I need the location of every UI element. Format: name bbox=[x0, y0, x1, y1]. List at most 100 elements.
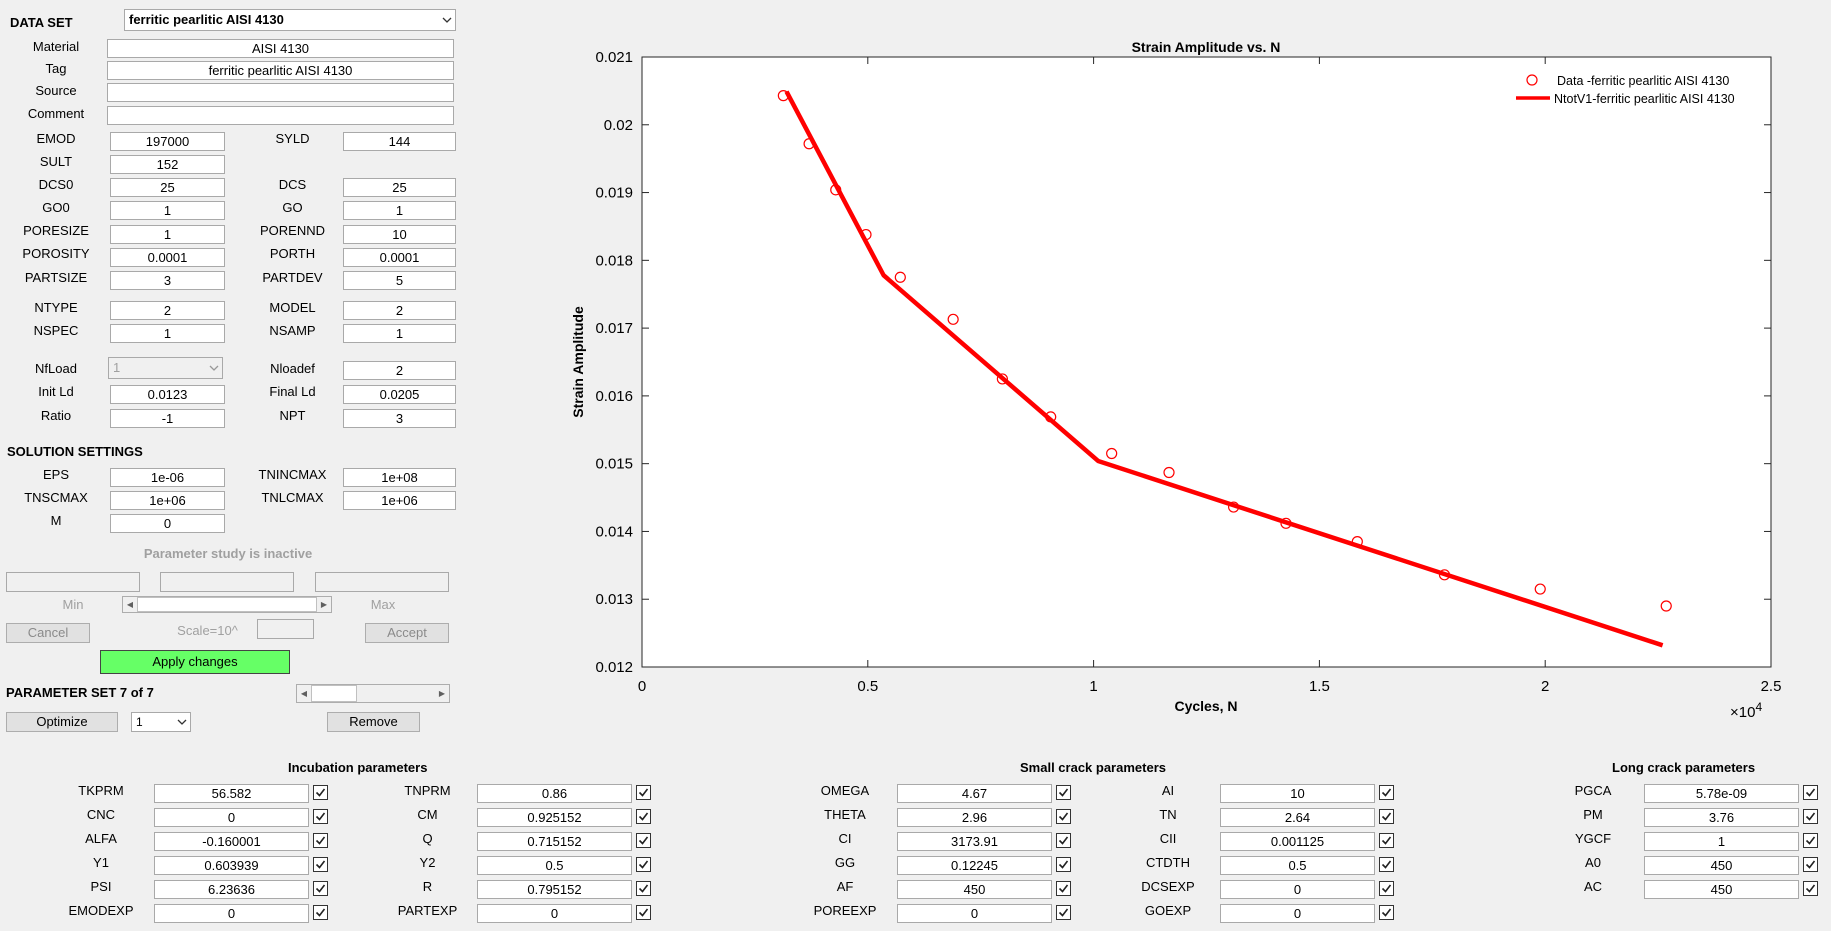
param-af-checkbox[interactable] bbox=[1056, 881, 1071, 896]
param-theta-checkbox[interactable] bbox=[1056, 809, 1071, 824]
sult-field[interactable]: 152 bbox=[110, 155, 225, 174]
param-gg-field[interactable]: 0.12245 bbox=[897, 856, 1052, 875]
nfload-dropdown[interactable]: 1 bbox=[108, 357, 223, 379]
param-dcsexp-field[interactable]: 0 bbox=[1220, 880, 1375, 899]
param-tnprm-field[interactable]: 0.86 bbox=[477, 784, 632, 803]
param-cm-field[interactable]: 0.925152 bbox=[477, 808, 632, 827]
arrow-left-icon[interactable]: ◀ bbox=[300, 689, 308, 698]
param-dcsexp-checkbox[interactable] bbox=[1379, 881, 1394, 896]
param-omega-checkbox[interactable] bbox=[1056, 785, 1071, 800]
nsamp-field[interactable]: 1 bbox=[343, 324, 456, 343]
param-cnc-field[interactable]: 0 bbox=[154, 808, 309, 827]
param-af-field[interactable]: 450 bbox=[897, 880, 1052, 899]
param-ygcf-field[interactable]: 1 bbox=[1644, 832, 1799, 851]
arrow-right-icon[interactable]: ▶ bbox=[320, 600, 328, 609]
param-ygcf-checkbox[interactable] bbox=[1803, 833, 1818, 848]
tnincmax-field[interactable]: 1e+08 bbox=[343, 468, 456, 487]
param-tnprm-checkbox[interactable] bbox=[636, 785, 651, 800]
source-field[interactable] bbox=[107, 83, 454, 102]
porth-field[interactable]: 0.0001 bbox=[343, 248, 456, 267]
scale-field[interactable] bbox=[257, 619, 314, 639]
param-alfa-field[interactable]: -0.160001 bbox=[154, 832, 309, 851]
param-y1-checkbox[interactable] bbox=[313, 857, 328, 872]
param-a0-field[interactable]: 450 bbox=[1644, 856, 1799, 875]
param-q-field[interactable]: 0.715152 bbox=[477, 832, 632, 851]
param-tkprm-field[interactable]: 56.582 bbox=[154, 784, 309, 803]
param-pm-field[interactable]: 3.76 bbox=[1644, 808, 1799, 827]
param-ci-checkbox[interactable] bbox=[1056, 833, 1071, 848]
cancel-button[interactable]: Cancel bbox=[6, 623, 90, 643]
param-cm-checkbox[interactable] bbox=[636, 809, 651, 824]
param-omega-field[interactable]: 4.67 bbox=[897, 784, 1052, 803]
param-partexp-field[interactable]: 0 bbox=[477, 904, 632, 923]
param-goexp-checkbox[interactable] bbox=[1379, 905, 1394, 920]
param-emodexp-field[interactable]: 0 bbox=[154, 904, 309, 923]
tnlcmax-field[interactable]: 1e+06 bbox=[343, 491, 456, 510]
final-ld-field[interactable]: 0.0205 bbox=[343, 385, 456, 404]
partdev-field[interactable]: 5 bbox=[343, 271, 456, 290]
param-tkprm-checkbox[interactable] bbox=[313, 785, 328, 800]
param-cii-checkbox[interactable] bbox=[1379, 833, 1394, 848]
tag-field[interactable]: ferritic pearlitic AISI 4130 bbox=[107, 61, 454, 80]
param-psi-checkbox[interactable] bbox=[313, 881, 328, 896]
parameter-set-dropdown[interactable]: 1 bbox=[131, 712, 191, 732]
param-theta-field[interactable]: 2.96 bbox=[897, 808, 1052, 827]
emod-field[interactable]: 197000 bbox=[110, 132, 225, 151]
param-ai-field[interactable]: 10 bbox=[1220, 784, 1375, 803]
param-y2-field[interactable]: 0.5 bbox=[477, 856, 632, 875]
parameter-set-slider[interactable]: ◀ ▶ bbox=[296, 684, 450, 703]
param-tn-field[interactable]: 2.64 bbox=[1220, 808, 1375, 827]
syld-field[interactable]: 144 bbox=[343, 132, 456, 151]
slider-thumb[interactable] bbox=[137, 597, 317, 612]
param-emodexp-checkbox[interactable] bbox=[313, 905, 328, 920]
param-study-value-field[interactable] bbox=[160, 572, 294, 592]
param-ac-field[interactable]: 450 bbox=[1644, 880, 1799, 899]
go-field[interactable]: 1 bbox=[343, 201, 456, 220]
m-field[interactable]: 0 bbox=[110, 514, 225, 533]
param-partexp-checkbox[interactable] bbox=[636, 905, 651, 920]
param-y2-checkbox[interactable] bbox=[636, 857, 651, 872]
param-tn-checkbox[interactable] bbox=[1379, 809, 1394, 824]
partsize-field[interactable]: 3 bbox=[110, 271, 225, 290]
param-q-checkbox[interactable] bbox=[636, 833, 651, 848]
arrow-left-icon[interactable]: ◀ bbox=[126, 600, 134, 609]
param-cnc-checkbox[interactable] bbox=[313, 809, 328, 824]
remove-button[interactable]: Remove bbox=[327, 712, 420, 732]
param-study-max-field[interactable] bbox=[315, 572, 449, 592]
material-field[interactable]: AISI 4130 bbox=[107, 39, 454, 58]
param-pgca-checkbox[interactable] bbox=[1803, 785, 1818, 800]
param-a0-checkbox[interactable] bbox=[1803, 857, 1818, 872]
param-alfa-checkbox[interactable] bbox=[313, 833, 328, 848]
param-study-slider[interactable]: ◀ ▶ bbox=[122, 596, 332, 613]
param-ctdth-checkbox[interactable] bbox=[1379, 857, 1394, 872]
eps-field[interactable]: 1e-06 bbox=[110, 468, 225, 487]
param-ai-checkbox[interactable] bbox=[1379, 785, 1394, 800]
param-study-min-field[interactable] bbox=[6, 572, 140, 592]
optimize-button[interactable]: Optimize bbox=[6, 712, 118, 732]
dcs-field[interactable]: 25 bbox=[343, 178, 456, 197]
param-cii-field[interactable]: 0.001125 bbox=[1220, 832, 1375, 851]
nloadef-field[interactable]: 2 bbox=[343, 361, 456, 380]
param-poreexp-checkbox[interactable] bbox=[1056, 905, 1071, 920]
go0-field[interactable]: 1 bbox=[110, 201, 225, 220]
slider-thumb[interactable] bbox=[311, 685, 357, 702]
ntype-field[interactable]: 2 bbox=[110, 301, 225, 320]
comment-field[interactable] bbox=[107, 106, 454, 125]
param-psi-field[interactable]: 6.23636 bbox=[154, 880, 309, 899]
param-pgca-field[interactable]: 5.78e-09 bbox=[1644, 784, 1799, 803]
dcs0-field[interactable]: 25 bbox=[110, 178, 225, 197]
apply-changes-button[interactable]: Apply changes bbox=[100, 650, 290, 674]
accept-button[interactable]: Accept bbox=[365, 623, 449, 643]
param-gg-checkbox[interactable] bbox=[1056, 857, 1071, 872]
porosity-field[interactable]: 0.0001 bbox=[110, 248, 225, 267]
init-ld-field[interactable]: 0.0123 bbox=[110, 385, 225, 404]
param-y1-field[interactable]: 0.603939 bbox=[154, 856, 309, 875]
porennd-field[interactable]: 10 bbox=[343, 225, 456, 244]
nspec-field[interactable]: 1 bbox=[110, 324, 225, 343]
model-field[interactable]: 2 bbox=[343, 301, 456, 320]
dataset-dropdown[interactable]: ferritic pearlitic AISI 4130 bbox=[124, 9, 456, 31]
param-ci-field[interactable]: 3173.91 bbox=[897, 832, 1052, 851]
npt-field[interactable]: 3 bbox=[343, 409, 456, 428]
arrow-right-icon[interactable]: ▶ bbox=[438, 689, 446, 698]
poresize-field[interactable]: 1 bbox=[110, 225, 225, 244]
